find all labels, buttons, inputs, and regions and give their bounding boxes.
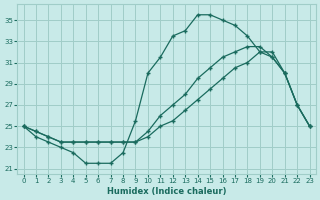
X-axis label: Humidex (Indice chaleur): Humidex (Indice chaleur) <box>107 187 226 196</box>
